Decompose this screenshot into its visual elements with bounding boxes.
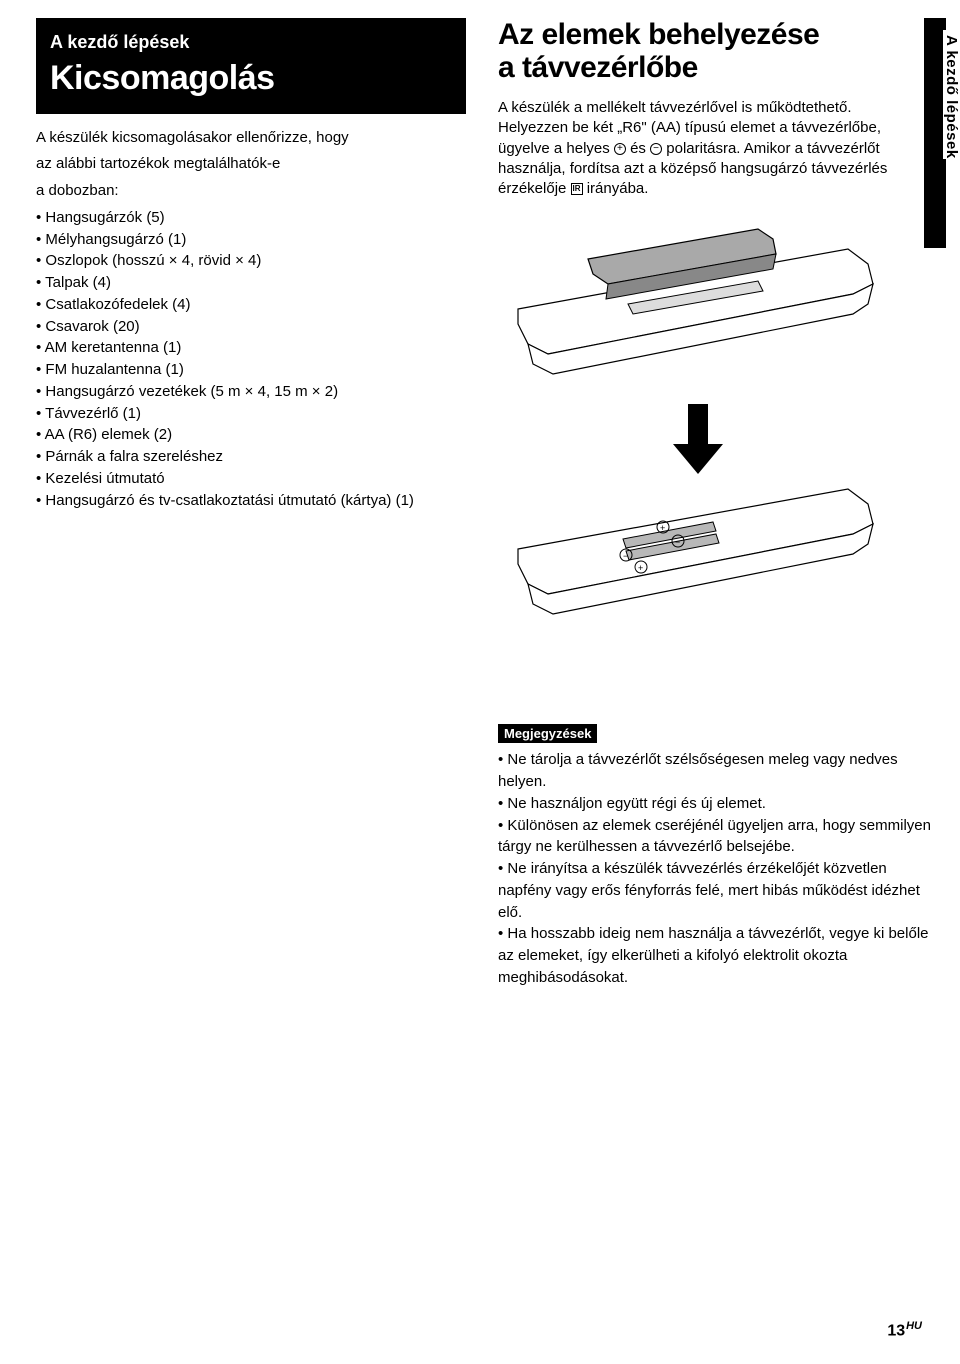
para-mid: és — [630, 140, 650, 157]
intro-line-1: A készülék kicsomagolásakor ellenőrizze,… — [36, 128, 466, 148]
section-header-box: A kezdő lépések Kicsomagolás — [36, 18, 466, 114]
page-number: 13HU — [887, 1320, 922, 1340]
svg-text:−: − — [623, 551, 628, 561]
intro-line-3: a dobozban: — [36, 181, 466, 201]
side-label: A kezdő lépések — [943, 30, 960, 159]
plus-icon: + — [614, 143, 626, 155]
right-column: Az elemek behelyezése a távvezérlőbe A k… — [498, 18, 924, 674]
accessory-item: Mélyhangsugárzó (1) — [36, 229, 466, 251]
page-num-value: 13 — [887, 1322, 905, 1339]
para-end: irányába. — [587, 180, 649, 197]
accessory-item: Csatlakozófedelek (4) — [36, 294, 466, 316]
accessory-item: Talpak (4) — [36, 272, 466, 294]
right-title-line1: Az elemek behelyezése — [498, 18, 819, 51]
notes-section: Megjegyzések Ne tárolja a távvezérlőt sz… — [498, 724, 938, 988]
arrow-down-icon — [673, 404, 723, 474]
svg-text:+: + — [638, 563, 643, 573]
notes-list: Ne tárolja a távvezérlőt szélsőségesen m… — [498, 749, 938, 988]
page-lang: HU — [906, 1320, 922, 1332]
right-title: Az elemek behelyezése a távvezérlőbe — [498, 18, 924, 84]
note-item: Ne irányítsa a készülék távvezérlés érzé… — [498, 858, 938, 923]
accessory-item: Távvezérlő (1) — [36, 403, 466, 425]
right-paragraph: A készülék a mellékelt távvezérlővel is … — [498, 98, 924, 199]
accessory-item: Hangsugárzók (5) — [36, 207, 466, 229]
accessory-item: Kezelési útmutató — [36, 468, 466, 490]
notes-badge: Megjegyzések — [498, 724, 597, 743]
remote-bottom: + − − + — [518, 489, 873, 614]
accessory-item: Hangsugárzó vezetékek (5 m × 4, 15 m × 2… — [36, 381, 466, 403]
svg-text:−: − — [675, 537, 680, 547]
left-column: A kezdő lépések Kicsomagolás A készülék … — [36, 18, 466, 674]
accessory-item: AM keretantenna (1) — [36, 337, 466, 359]
section-title: Kicsomagolás — [50, 59, 452, 98]
note-item: Különösen az elemek cseréjénél ügyeljen … — [498, 815, 938, 859]
note-item: Ha hosszabb ideig nem használja a távvez… — [498, 923, 938, 988]
svg-text:+: + — [660, 523, 665, 533]
intro-line-2: az alábbi tartozékok megtalálhatók-e — [36, 154, 466, 174]
accessory-item: Párnák a falra szereléshez — [36, 446, 466, 468]
note-item: Ne használjon együtt régi és új elemet. — [498, 793, 938, 815]
accessory-item: FM huzalantenna (1) — [36, 359, 466, 381]
accessory-item: Hangsugárzó és tv-csatlakoztatási útmuta… — [36, 490, 466, 512]
section-subtitle: A kezdő lépések — [50, 32, 452, 53]
accessory-item: AA (R6) elemek (2) — [36, 424, 466, 446]
accessory-item: Csavarok (20) — [36, 316, 466, 338]
accessory-item: Oszlopok (hosszú × 4, rövid × 4) — [36, 250, 466, 272]
note-item: Ne tárolja a távvezérlőt szélsőségesen m… — [498, 749, 938, 793]
remote-top — [518, 229, 873, 374]
right-title-line2: a távvezérlőbe — [498, 51, 698, 84]
battery-insertion-illustration: + − − + — [498, 209, 888, 669]
ir-sensor-icon: IR — [571, 183, 583, 195]
minus-icon: − — [650, 143, 662, 155]
accessories-list: Hangsugárzók (5)Mélyhangsugárzó (1)Oszlo… — [36, 207, 466, 512]
